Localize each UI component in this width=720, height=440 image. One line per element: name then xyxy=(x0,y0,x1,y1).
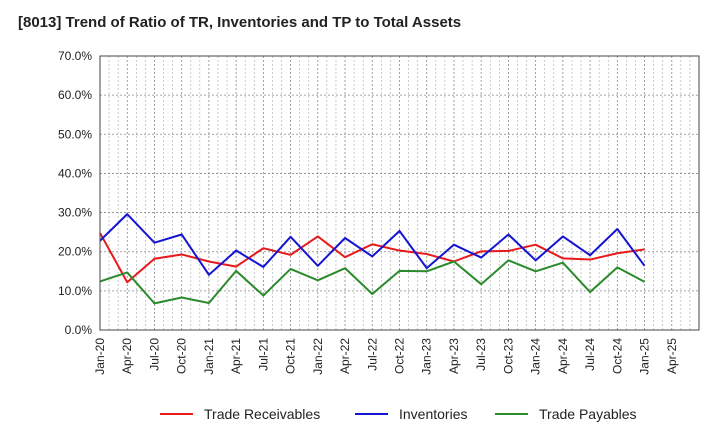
x-tick-label: Jan-22 xyxy=(311,338,325,375)
x-tick-label: Oct-20 xyxy=(175,338,189,374)
legend: Trade Receivables Inventories Trade Payabl… xyxy=(160,406,637,422)
x-tick-label: Jan-20 xyxy=(93,338,107,375)
y-tick-label: 40.0% xyxy=(58,166,92,180)
legend-label: Trade Payables xyxy=(539,406,637,422)
x-tick-label: Oct-21 xyxy=(284,338,298,374)
y-tick-label: 10.0% xyxy=(58,284,92,298)
x-tick-label: Oct-22 xyxy=(393,338,407,374)
x-tick-label: Apr-23 xyxy=(447,338,461,374)
y-tick-label: 70.0% xyxy=(58,49,92,63)
x-tick-label: Jul-24 xyxy=(583,338,597,371)
x-tick-label: Apr-22 xyxy=(338,338,352,374)
x-tick-label: Jan-21 xyxy=(202,338,216,375)
x-tick-label: Jul-22 xyxy=(365,338,379,371)
x-tick-label: Apr-21 xyxy=(229,338,243,374)
x-tick-label: Jul-21 xyxy=(256,338,270,371)
series-line-trade-receivables xyxy=(99,232,645,284)
chart-title: [8013] Trend of Ratio of TR, Inventories… xyxy=(18,14,462,31)
y-tick-label: 0.0% xyxy=(65,323,93,337)
x-tick-label: Apr-25 xyxy=(665,338,679,374)
legend-label: Trade Receivables xyxy=(204,406,320,422)
x-tick-label: Apr-24 xyxy=(556,338,570,374)
x-tick-label: Jan-23 xyxy=(420,338,434,375)
x-tick-label: Oct-23 xyxy=(501,338,515,374)
series-lines xyxy=(99,213,646,305)
x-tick-label: Jul-23 xyxy=(474,338,488,371)
y-tick-label: 20.0% xyxy=(58,245,92,259)
series-line-trade-payables xyxy=(99,259,646,305)
y-tick-label: 50.0% xyxy=(58,127,92,141)
legend-label: Inventories xyxy=(399,406,467,422)
y-tick-label: 30.0% xyxy=(58,206,92,220)
plot-area-border xyxy=(99,55,700,331)
y-tick-label: 60.0% xyxy=(58,88,92,102)
x-tick-label: Apr-20 xyxy=(120,338,134,374)
x-tick-label: Jan-24 xyxy=(529,338,543,375)
x-tick-label: Jul-20 xyxy=(147,338,161,371)
y-axis-tick-labels: 0.0% 10.0% 20.0% 30.0% 40.0% 50.0% 60.0% 70.0% xyxy=(58,49,92,337)
series-line-inventories xyxy=(99,213,646,276)
x-tick-label: Oct-24 xyxy=(610,338,624,374)
grid-lines xyxy=(99,55,700,331)
x-tick-label: Jan-25 xyxy=(638,338,652,375)
x-axis-tick-labels: Jan-20 Apr-20 Jul-20 Oct-20 Jan-21 Apr-21 Jul-… xyxy=(93,338,679,375)
